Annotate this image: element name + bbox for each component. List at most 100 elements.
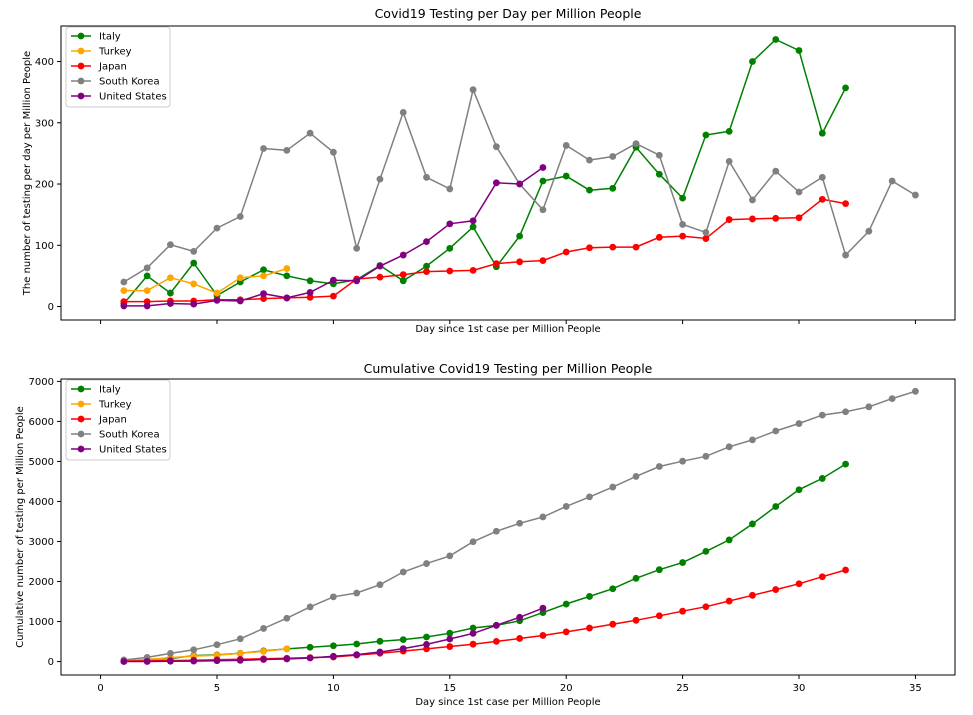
data-point <box>842 251 849 259</box>
data-point <box>609 243 617 251</box>
data-point <box>469 538 477 546</box>
data-point <box>702 229 710 236</box>
x-axis-ticks: 0 5 10 15 20 25 30 35 <box>97 675 922 694</box>
data-point <box>283 655 291 663</box>
data-point <box>539 177 547 185</box>
y-axis-ticks: 0 1000 2000 3000 4000 5000 6000 7000 <box>29 377 61 668</box>
legend-marker <box>77 62 85 70</box>
data-point <box>236 656 244 664</box>
data-point <box>772 503 780 510</box>
y-tick-label: 100 <box>35 241 54 252</box>
data-point <box>562 172 570 180</box>
legend-item-united-states: United States <box>71 92 167 103</box>
legend-label: Turkey <box>98 47 132 58</box>
data-point <box>586 156 593 164</box>
data-point <box>469 266 477 274</box>
data-point <box>236 213 244 220</box>
data-point <box>749 520 756 528</box>
x-tick-label: 15 <box>443 683 456 694</box>
x-tick-label: 30 <box>793 683 806 694</box>
data-point <box>865 403 873 411</box>
data-point <box>772 586 780 593</box>
data-point <box>423 262 430 270</box>
data-point <box>818 173 826 181</box>
data-point <box>306 289 314 296</box>
x-tick-label: 10 <box>327 683 340 694</box>
data-point <box>516 258 524 266</box>
data-point <box>725 127 733 135</box>
data-point <box>865 227 873 235</box>
legend-label: United States <box>99 445 167 456</box>
data-point <box>446 185 454 193</box>
data-point <box>795 580 803 588</box>
data-point <box>260 272 267 280</box>
data-point <box>586 624 593 632</box>
data-point <box>702 235 710 242</box>
y-tick-label: 2000 <box>29 577 54 588</box>
data-point <box>586 593 593 600</box>
data-point <box>655 151 663 159</box>
data-point <box>842 460 849 468</box>
data-point <box>236 649 244 657</box>
y-tick-label: 1000 <box>29 617 54 628</box>
legend-label: Japan <box>98 415 127 426</box>
data-point <box>609 620 617 628</box>
legend-item-italy: Italy <box>71 32 121 43</box>
chart-title: Cumulative Covid19 Testing per Million P… <box>364 361 653 376</box>
data-point <box>772 36 780 43</box>
data-point <box>329 593 337 601</box>
y-tick-label: 300 <box>35 118 54 129</box>
data-point <box>260 266 267 274</box>
legend-item-japan: Japan <box>71 415 127 426</box>
data-point <box>818 195 826 203</box>
data-point <box>655 566 663 574</box>
data-point <box>399 568 407 576</box>
data-point <box>423 238 430 246</box>
x-axis-label: Day since 1st case per Million People <box>415 324 600 335</box>
data-point <box>469 217 477 225</box>
legend-marker <box>77 415 85 423</box>
data-point <box>446 635 454 643</box>
data-point <box>190 646 198 654</box>
data-point <box>632 574 640 582</box>
legend-marker <box>77 385 85 393</box>
data-point <box>469 624 477 632</box>
data-point <box>702 603 710 611</box>
legend-label: Turkey <box>98 400 132 411</box>
legend-marker <box>77 445 85 453</box>
data-point <box>213 641 221 649</box>
legend: Italy Turkey Japan South Korea United States <box>65 379 171 461</box>
data-point <box>376 273 384 281</box>
daily-testing-chart: Covid19 Testing per Day per Million Peop… <box>22 6 956 335</box>
data-point <box>586 244 593 252</box>
data-point <box>586 186 593 194</box>
data-point <box>376 262 384 270</box>
data-point <box>167 649 174 657</box>
series-turkey <box>120 265 291 297</box>
legend-label: South Korea <box>99 77 160 88</box>
data-point <box>120 302 128 310</box>
data-point <box>632 140 640 148</box>
legend-marker <box>77 400 85 408</box>
data-point <box>213 224 221 232</box>
data-point <box>143 272 151 280</box>
data-point <box>120 287 128 294</box>
data-point <box>539 632 547 639</box>
data-point <box>609 483 617 491</box>
data-point <box>586 493 593 501</box>
data-point <box>446 552 454 560</box>
data-point <box>702 452 710 460</box>
data-point <box>632 473 640 480</box>
legend-box <box>65 379 171 461</box>
data-point <box>190 248 198 255</box>
data-point <box>539 257 547 264</box>
series-south-korea <box>120 387 919 664</box>
data-point <box>702 131 710 139</box>
data-point <box>632 616 640 624</box>
x-tick-label: 0 <box>97 683 103 694</box>
data-point <box>376 581 384 589</box>
data-point <box>283 645 291 653</box>
legend-label: Italy <box>99 385 121 396</box>
data-point <box>399 645 407 653</box>
legend-label: United States <box>99 92 167 103</box>
